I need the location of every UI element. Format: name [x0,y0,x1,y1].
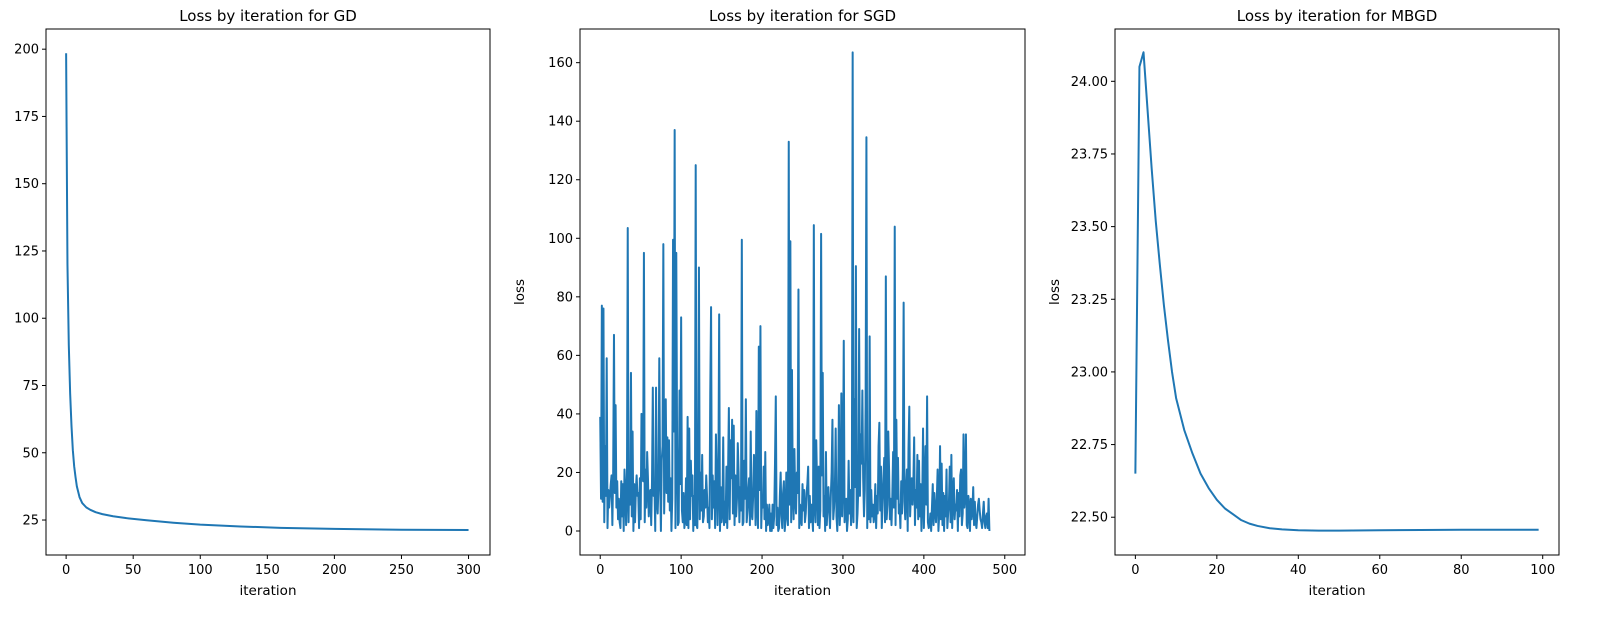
panel-gd: Loss by iteration for GD iteration 25 50 7… [14,7,491,599]
y-tick-label: 60 [556,349,573,364]
series-lines [599,51,991,532]
chart-title: Loss by iteration for SGD [709,7,896,25]
y-tick-label: 50 [22,446,39,461]
y-tick-label: 23.50 [1071,220,1108,235]
x-tick-label: 300 [831,563,856,578]
panel-sgd: Loss by iteration for SGD iteration loss… [512,7,1026,599]
y-tick-label: 25 [22,514,39,529]
y-axis-label: loss [512,279,528,305]
x-tick-label: 250 [389,563,414,578]
x-tick-label: 60 [1371,563,1388,578]
y-tick-label: 23.00 [1071,365,1108,380]
x-axis-label: iteration [1308,583,1365,599]
y-tick-label: 200 [14,43,39,58]
plot-frame [45,28,491,556]
series-line [1134,51,1539,532]
plot-frame [579,28,1026,556]
x-tick-label: 200 [322,563,347,578]
y-tick-label: 22.50 [1071,511,1108,526]
y-tick-label: 40 [556,407,573,422]
x-tick-label: 500 [992,563,1017,578]
x-tick-label: 100 [669,563,694,578]
x-tick-label: 50 [125,563,142,578]
x-tick-label: 20 [1209,563,1226,578]
series-line [599,51,991,532]
y-axis-ticks: 0 20 40 60 80 100 120 140 160 [548,56,580,539]
x-axis-label: iteration [239,583,296,599]
x-tick-label: 0 [1131,563,1139,578]
x-tick-label: 100 [1530,563,1555,578]
x-axis-ticks: 0 50 100 150 200 250 300 [62,555,481,578]
series-lines [1134,51,1539,532]
y-tick-label: 23.75 [1071,147,1108,162]
y-tick-label: 75 [22,379,39,394]
chart-title: Loss by iteration for GD [179,7,357,25]
y-tick-label: 100 [14,312,39,327]
x-axis-ticks: 0 100 200 300 400 500 [596,555,1017,578]
x-tick-label: 150 [255,563,280,578]
y-tick-label: 24.00 [1071,75,1108,90]
chart-title: Loss by iteration for MBGD [1237,7,1438,25]
x-tick-label: 300 [456,563,481,578]
y-tick-label: 100 [548,232,573,247]
x-tick-label: 400 [911,563,936,578]
y-tick-label: 23.25 [1071,293,1108,308]
x-tick-label: 40 [1290,563,1307,578]
y-tick-label: 160 [548,56,573,71]
y-tick-label: 22.75 [1071,438,1108,453]
x-axis-ticks: 0 20 40 60 80 100 [1131,555,1555,578]
y-axis-ticks: 22.50 22.75 23.00 23.25 23.50 23.75 24.00 [1071,75,1115,526]
plot-frame [1114,28,1560,556]
series-line [65,53,469,531]
x-tick-label: 0 [596,563,604,578]
y-tick-label: 175 [14,110,39,125]
x-tick-label: 200 [750,563,775,578]
y-tick-label: 0 [565,524,573,539]
x-tick-label: 0 [62,563,70,578]
series-lines [65,53,469,531]
y-axis-ticks: 25 50 75 100 125 150 175 200 [14,43,46,529]
y-tick-label: 150 [14,177,39,192]
x-axis-label: iteration [774,583,831,599]
y-tick-label: 80 [556,290,573,305]
x-tick-label: 100 [188,563,213,578]
y-tick-label: 125 [14,244,39,259]
panel-mbgd: Loss by iteration for MBGD iteration los… [1047,7,1560,599]
y-tick-label: 20 [556,466,573,481]
y-tick-label: 140 [548,115,573,130]
y-axis-label: loss [1047,279,1063,305]
y-tick-label: 120 [548,173,573,188]
x-tick-label: 80 [1453,563,1470,578]
